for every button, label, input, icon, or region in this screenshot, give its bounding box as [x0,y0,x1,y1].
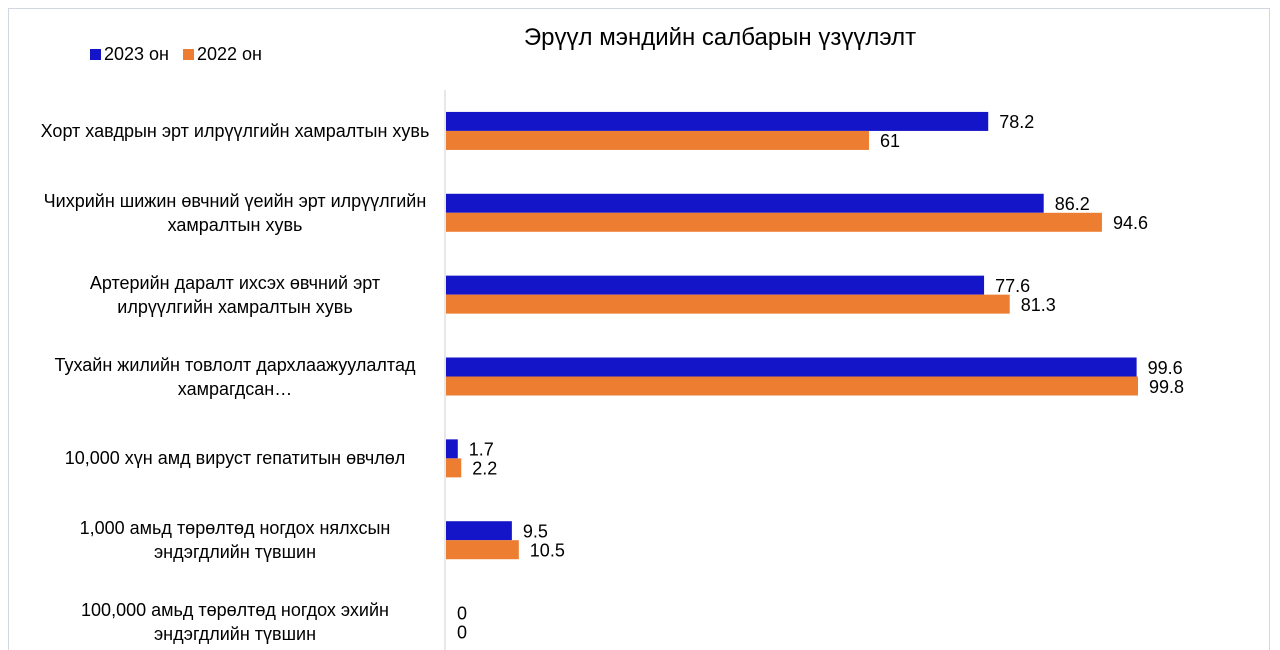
bar [446,521,512,541]
value-label: 77.6 [995,276,1030,296]
bar [446,540,519,560]
bar [446,376,1138,396]
category-label: Чихрийн шижин өвчний үеийн эрт илрүүлгий… [43,190,427,235]
category-label: Артерийн даралт ихсэх өвчний эрт илрүүлг… [89,272,381,317]
value-label: 99.6 [1148,358,1183,378]
value-label: 61 [880,131,900,151]
category-label: 1,000 амьд төрөлтөд ногдох нялхсын эндэг… [79,518,391,563]
category-label: Тухайн жилийн товлолт дархлаажуулалтад х… [54,354,416,399]
bar [446,357,1137,377]
legend-item: 2023 он [90,44,169,65]
value-label: 2.2 [472,459,497,479]
value-label: 0 [457,622,467,642]
bar [446,294,1010,314]
bar [446,111,989,131]
value-label: 0 [457,603,467,623]
legend: 2023 он 2022 он [90,44,262,65]
value-label: 78.2 [999,112,1034,132]
legend-item: 2022 он [183,44,262,65]
value-label: 99.8 [1149,377,1184,397]
bar [446,193,1044,213]
legend-label: 2023 он [104,44,169,64]
bar [446,439,458,459]
value-label: 1.7 [469,440,494,460]
value-label: 10.5 [530,540,565,560]
bar [446,458,462,478]
category-label: 100,000 амьд төрөлтөд ногдох эхийн эндэг… [81,600,389,645]
value-label: 86.2 [1055,194,1090,214]
category-label: Хорт хавдрын эрт илрүүлгийн хамралтын ху… [40,120,430,141]
value-label: 94.6 [1113,213,1148,233]
chart-title: Эрүүл мэндийн салбарын үзүүлэлт [523,24,917,51]
legend-label: 2022 он [197,44,262,64]
legend-swatch [90,49,101,60]
bar [446,130,869,150]
category-label: 10,000 хүн амд вируст гепатитын өвчлөл [64,448,406,469]
chart-border [8,8,1270,650]
bar [446,212,1102,232]
value-label: 9.5 [523,521,548,541]
legend-swatch [183,49,194,60]
value-label: 81.3 [1021,295,1056,315]
bar [446,275,985,295]
